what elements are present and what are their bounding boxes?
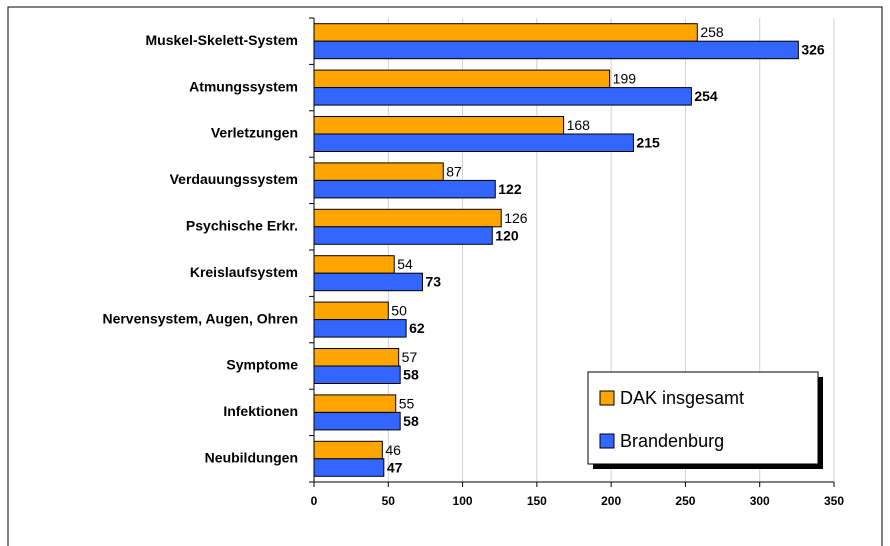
- bar: [313, 348, 400, 367]
- x-tick-label: 150: [527, 494, 547, 508]
- y-tick-label: Nervensystem, Augen, Ohren: [102, 310, 298, 326]
- bar: [313, 208, 502, 228]
- bar: [313, 179, 496, 199]
- y-tick-label: Symptome: [226, 357, 298, 373]
- y-tick-label: Atmungssystem: [189, 78, 298, 94]
- value-label: 199: [613, 71, 637, 87]
- legend-label: Brandenburg: [620, 431, 724, 451]
- x-tick-label: 200: [601, 494, 621, 508]
- value-label: 122: [498, 181, 522, 197]
- bar: [313, 40, 799, 60]
- bar: [313, 87, 692, 106]
- value-label: 47: [387, 459, 403, 475]
- y-tick-label: Psychische Erkr.: [186, 218, 298, 234]
- bar: [313, 133, 634, 152]
- bar: [313, 23, 698, 42]
- bar: [313, 301, 389, 321]
- y-tick-label: Kreislaufsystem: [190, 264, 298, 280]
- bar: [313, 394, 397, 413]
- value-label: 73: [425, 274, 441, 290]
- y-tick-label: Muskel-Skelett-System: [145, 32, 298, 48]
- x-tick-label: 300: [750, 494, 770, 508]
- bar: [313, 458, 385, 477]
- value-label: 55: [399, 395, 415, 411]
- value-label: 58: [403, 413, 419, 429]
- bar: [313, 440, 383, 460]
- y-tick-label: Neubildungen: [205, 450, 298, 466]
- bar: [313, 162, 444, 181]
- value-label: 326: [801, 42, 825, 58]
- x-tick-label: 0: [311, 494, 318, 508]
- legend-swatch: [599, 390, 615, 406]
- x-tick-label: 250: [675, 494, 695, 508]
- value-label: 50: [391, 303, 407, 319]
- value-label: 254: [694, 88, 718, 104]
- value-label: 120: [495, 227, 519, 243]
- x-tick-label: 350: [824, 494, 844, 508]
- bar: [313, 226, 493, 245]
- x-tick-label: 100: [453, 494, 473, 508]
- value-label: 215: [636, 134, 660, 150]
- legend-label: DAK insgesamt: [620, 388, 744, 408]
- legend: [587, 371, 819, 465]
- bar: [313, 365, 401, 384]
- y-tick-label: Verdauungssystem: [170, 171, 298, 187]
- value-label: 58: [403, 366, 419, 382]
- bar: [313, 69, 611, 89]
- legend-swatch: [599, 433, 615, 449]
- value-label: 168: [567, 117, 591, 133]
- y-tick-label: Verletzungen: [211, 125, 298, 141]
- y-tick-label: Infektionen: [223, 403, 298, 419]
- bar: [313, 411, 401, 431]
- chart-frame: [7, 6, 883, 546]
- x-tick-label: 50: [382, 494, 396, 508]
- bar: [313, 319, 407, 338]
- value-label: 54: [397, 256, 413, 272]
- value-label: 126: [504, 210, 528, 226]
- value-label: 258: [700, 24, 724, 40]
- bar: [313, 272, 423, 292]
- value-label: 87: [446, 163, 462, 179]
- bar: [313, 255, 395, 274]
- bar: [313, 116, 565, 135]
- value-label: 46: [385, 442, 401, 458]
- value-label: 57: [402, 349, 418, 365]
- value-label: 62: [409, 320, 425, 336]
